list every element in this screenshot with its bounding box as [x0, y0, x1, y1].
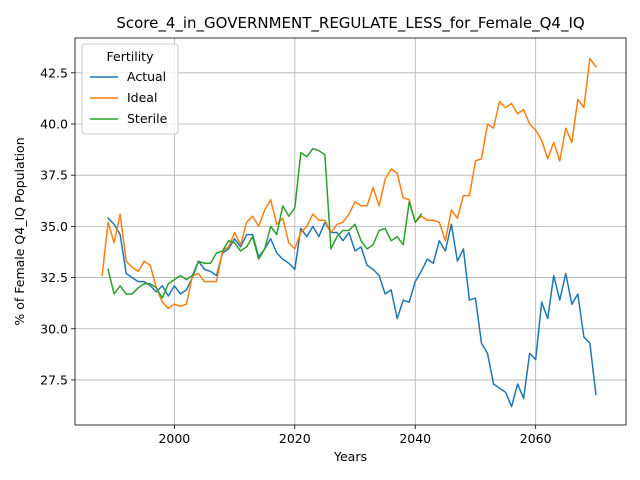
x-axis-ticks: 2000 2020 2040 2060 — [158, 425, 552, 446]
x-tick-label: 2020 — [279, 431, 311, 446]
y-tick-label: 32.5 — [40, 270, 68, 285]
x-tick-label: 2040 — [399, 431, 431, 446]
legend-title: Fertility — [107, 49, 155, 64]
y-axis-ticks: 27.5 30.0 32.5 35.0 37.5 40.0 42.5 — [40, 65, 75, 387]
x-tick-label: 2060 — [520, 431, 552, 446]
legend-label-sterile: Sterile — [127, 111, 168, 126]
chart-title: Score_4_in_GOVERNMENT_REGULATE_LESS_for_… — [116, 14, 584, 33]
y-tick-label: 42.5 — [40, 65, 68, 80]
legend-box — [81, 43, 179, 135]
legend-label-ideal: Ideal — [127, 90, 157, 105]
series-line-actual — [107, 217, 597, 408]
x-tick-label: 2000 — [158, 431, 190, 446]
plot-frame — [74, 37, 627, 426]
y-tick-label: 30.0 — [40, 321, 68, 336]
series-line-sterile — [107, 147, 423, 299]
gridlines — [75, 38, 626, 425]
legend-label-actual: Actual — [127, 69, 166, 84]
y-tick-label: 37.5 — [40, 168, 68, 183]
series-layer — [101, 57, 597, 408]
y-tick-label: 27.5 — [40, 372, 68, 387]
y-axis-label: % of Female Q4_IQ Population — [12, 137, 27, 325]
y-tick-label: 35.0 — [40, 219, 68, 234]
series-line-ideal — [101, 57, 597, 310]
x-axis-label: Years — [333, 449, 367, 464]
legend: Fertility Actual Ideal Sterile — [81, 43, 179, 135]
y-tick-label: 40.0 — [40, 117, 68, 132]
